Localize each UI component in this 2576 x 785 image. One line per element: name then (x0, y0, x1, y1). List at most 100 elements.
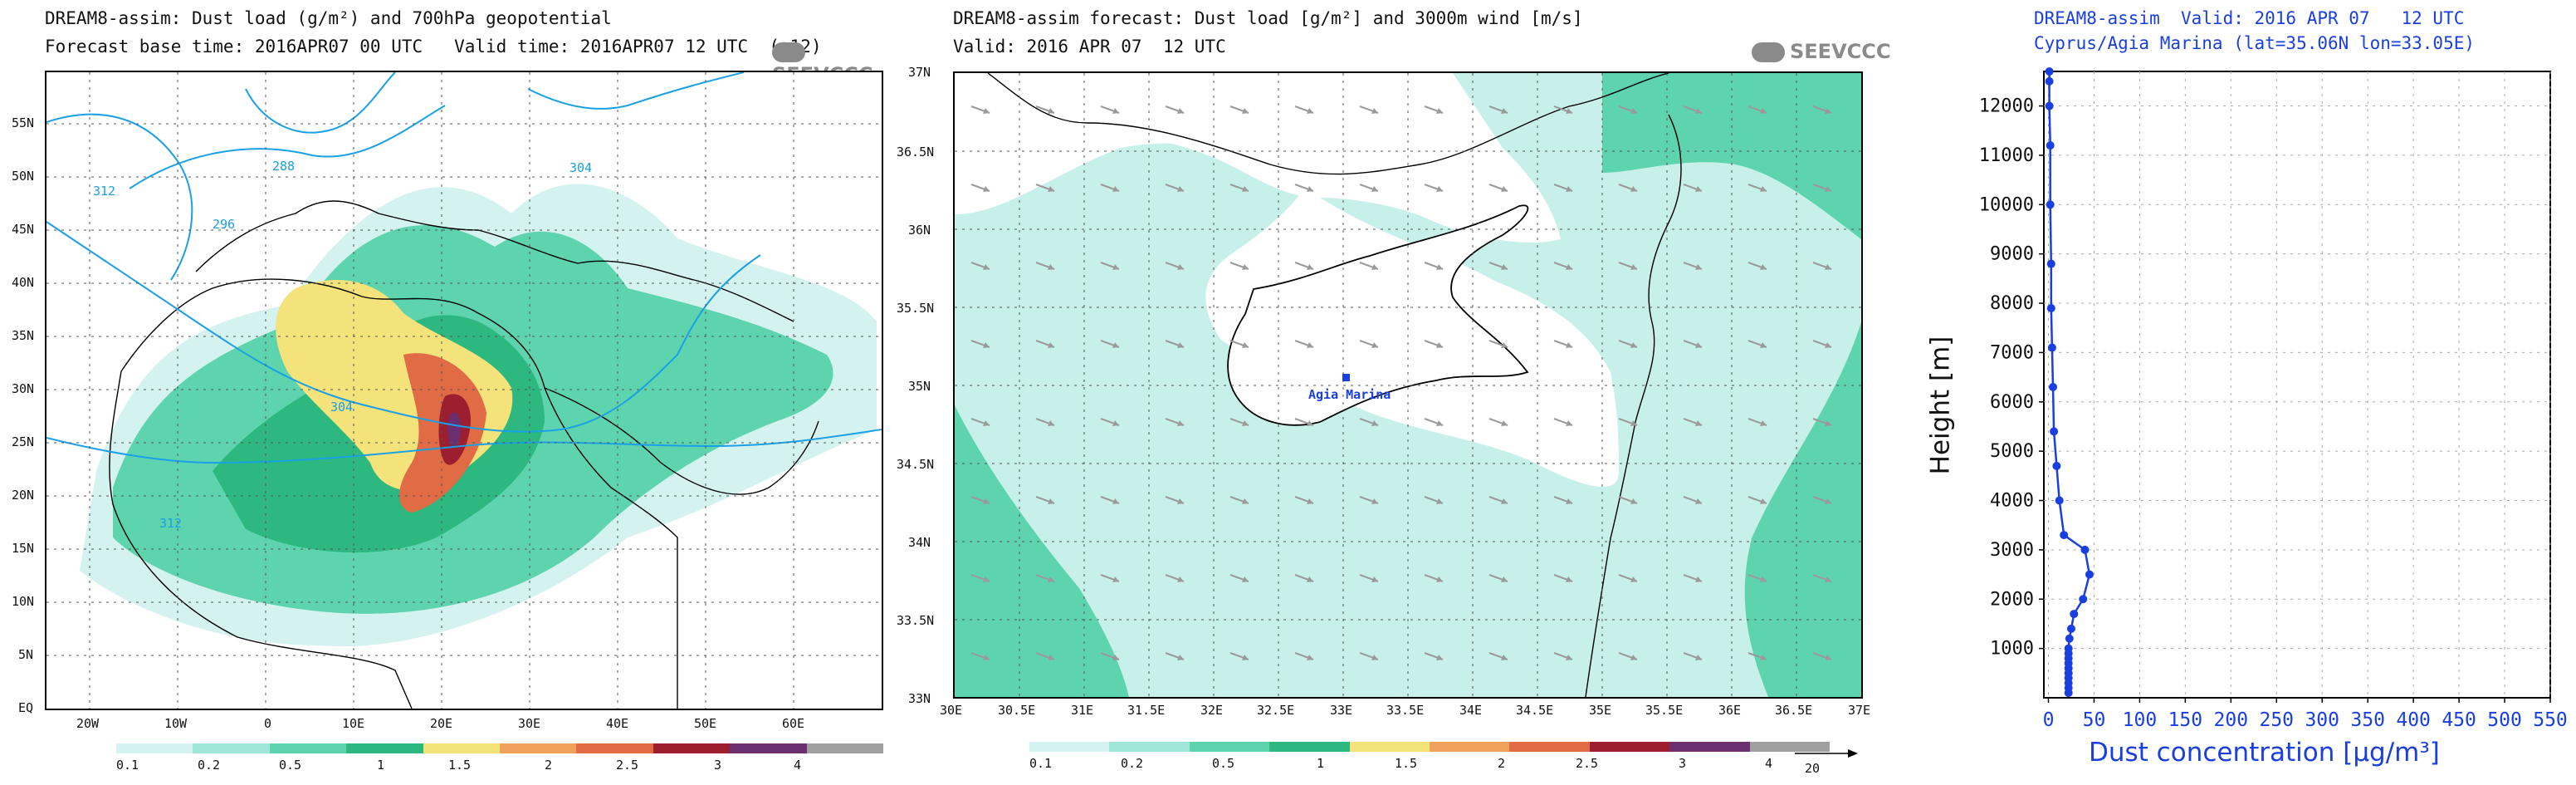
wind-arrow-head (1112, 655, 1119, 660)
dust-profile-point (2080, 545, 2090, 554)
p2-colorbar-seg (1269, 742, 1350, 752)
levant-coast (1585, 114, 1682, 697)
wind-arrow-head (1695, 264, 1702, 270)
wind-arrow-head (1695, 186, 1702, 192)
wind-reference-label: 20 (1805, 761, 1821, 776)
dust-profile-point (2085, 570, 2094, 579)
wind-arrow-head (1566, 576, 1572, 582)
wind-arrow-head (1371, 420, 1378, 426)
wind-arrow-head (1048, 186, 1054, 192)
wind-arrow-head (1436, 576, 1443, 582)
graticule (46, 72, 882, 709)
wind-arrow-head (1242, 342, 1249, 348)
wind-arrow-head (1566, 108, 1572, 114)
dust-profile-point (2047, 343, 2056, 352)
dust-profile-point (2066, 624, 2075, 633)
wind-arrow-head (1630, 420, 1637, 426)
cloud-icon (772, 42, 805, 62)
dust-profile-point (2050, 427, 2059, 436)
contour-label-312b: 312 (159, 516, 182, 531)
wind-arrow-head (1048, 264, 1054, 270)
p1-colorbar-seg (193, 743, 270, 753)
dust-profile-point (2046, 141, 2055, 150)
wind-arrow-head (1307, 498, 1313, 504)
wind-arrow-head (1242, 420, 1249, 426)
p1-colorbar-seg (576, 743, 653, 753)
wind-arrow-head (1630, 498, 1637, 504)
dust-field-clear (955, 73, 1619, 488)
dust-field-east (1744, 322, 1861, 697)
wind-arrow-head (1177, 108, 1184, 114)
profile-x-tick-label: 500 (2487, 709, 2522, 731)
cloud-icon (1752, 42, 1785, 62)
wind-arrow-head (1630, 264, 1637, 270)
profile-plot-frame (2043, 71, 2551, 699)
dust-field-west (955, 405, 1129, 697)
p1-xtick: 10W (164, 716, 188, 731)
wind-arrow-head (1307, 264, 1313, 270)
profile-x-tick-label: 100 (2123, 709, 2158, 731)
panel1-subtitle: Forecast base time: 2016APR07 00 UTC Val… (45, 37, 822, 56)
wind-arrow-head (1242, 264, 1249, 270)
wind-arrow-head (1177, 576, 1184, 582)
wind-arrow-head (1501, 186, 1508, 192)
wind-arrow-head (1695, 342, 1702, 348)
wind-arrow-head (983, 342, 990, 348)
p1-colorbar-seg (806, 743, 884, 753)
profile-y-tick-label: 2000 (1990, 589, 2034, 610)
p2-xtick: 34E (1459, 703, 1483, 718)
wind-arrow-head (1307, 576, 1313, 582)
contour-label-296: 296 (213, 217, 235, 232)
dust-profile-point (2070, 610, 2079, 619)
p2-ytick: 33.5N (897, 613, 935, 628)
wind-arrow-head (1760, 108, 1767, 114)
wind-arrow-head (1177, 420, 1184, 426)
wind-arrow-head (1112, 498, 1119, 504)
wind-arrow-head (1436, 186, 1443, 192)
p2-colorbar-label: 1 (1317, 756, 1325, 771)
wind-arrow-head (1695, 108, 1702, 114)
wind-arrow-head (1630, 655, 1637, 660)
p1-xtick: 60E (782, 716, 805, 731)
wind-arrow-head (1177, 655, 1184, 660)
cyprus-dust-map-svg: Agia Marina (955, 73, 1861, 697)
wind-arrow-head (1242, 186, 1249, 192)
contour-288 (245, 72, 396, 134)
p2-ytick: 34.5N (897, 457, 935, 472)
wind-arrow-head (1242, 498, 1249, 504)
p1-colorbar-seg (116, 743, 193, 753)
wind-arrow-head (1760, 655, 1767, 660)
wind-arrow-head (983, 264, 990, 270)
panel-vertical-profile: DREAM8-assim Valid: 2016 APR 07 12 UTC C… (1893, 0, 2576, 785)
coastline-africa (109, 278, 678, 709)
p2-ytick: 33N (908, 691, 931, 706)
p2-ytick: 37N (908, 65, 931, 80)
p2-xtick: 34.5E (1516, 703, 1554, 718)
dust-load-map-svg: 312 288 296 304 304 312 (46, 72, 882, 709)
p1-colorbar-label: 3 (714, 758, 722, 773)
wind-arrow-head (1630, 186, 1637, 192)
wind-arrow-head (1501, 108, 1508, 114)
wind-arrow-head (983, 576, 990, 582)
p1-xtick: 40E (606, 716, 629, 731)
wind-arrow-head (1371, 576, 1378, 582)
p2-colorbar-seg (1109, 742, 1190, 752)
cyprus-outline (1227, 204, 1529, 426)
p1-colorbar-label: 0.1 (116, 758, 139, 773)
contour-label-304b: 304 (330, 400, 353, 415)
panel3-title: DREAM8-assim Valid: 2016 APR 07 12 UTC (2034, 8, 2465, 28)
profile-y-tick-label: 3000 (1990, 540, 2034, 561)
profile-ylabel: Height [m] (1925, 336, 1956, 475)
p1-colorbar-seg (500, 743, 577, 753)
wind-arrow-head (1630, 108, 1637, 114)
p1-xtick: 20E (430, 716, 453, 731)
wind-arrow-head (1501, 655, 1508, 660)
wind-arrow-head (1825, 342, 1831, 348)
p1-ytick: 45N (12, 222, 35, 237)
profile-y-tick-label: 6000 (1990, 392, 2034, 413)
profile-x-tick-label: 300 (2305, 709, 2339, 731)
p2-ytick: 35.5N (897, 301, 935, 316)
wind-arrow-head (1825, 186, 1831, 192)
dust-profile-point (2048, 382, 2057, 391)
wind-arrow-head (1501, 342, 1508, 348)
